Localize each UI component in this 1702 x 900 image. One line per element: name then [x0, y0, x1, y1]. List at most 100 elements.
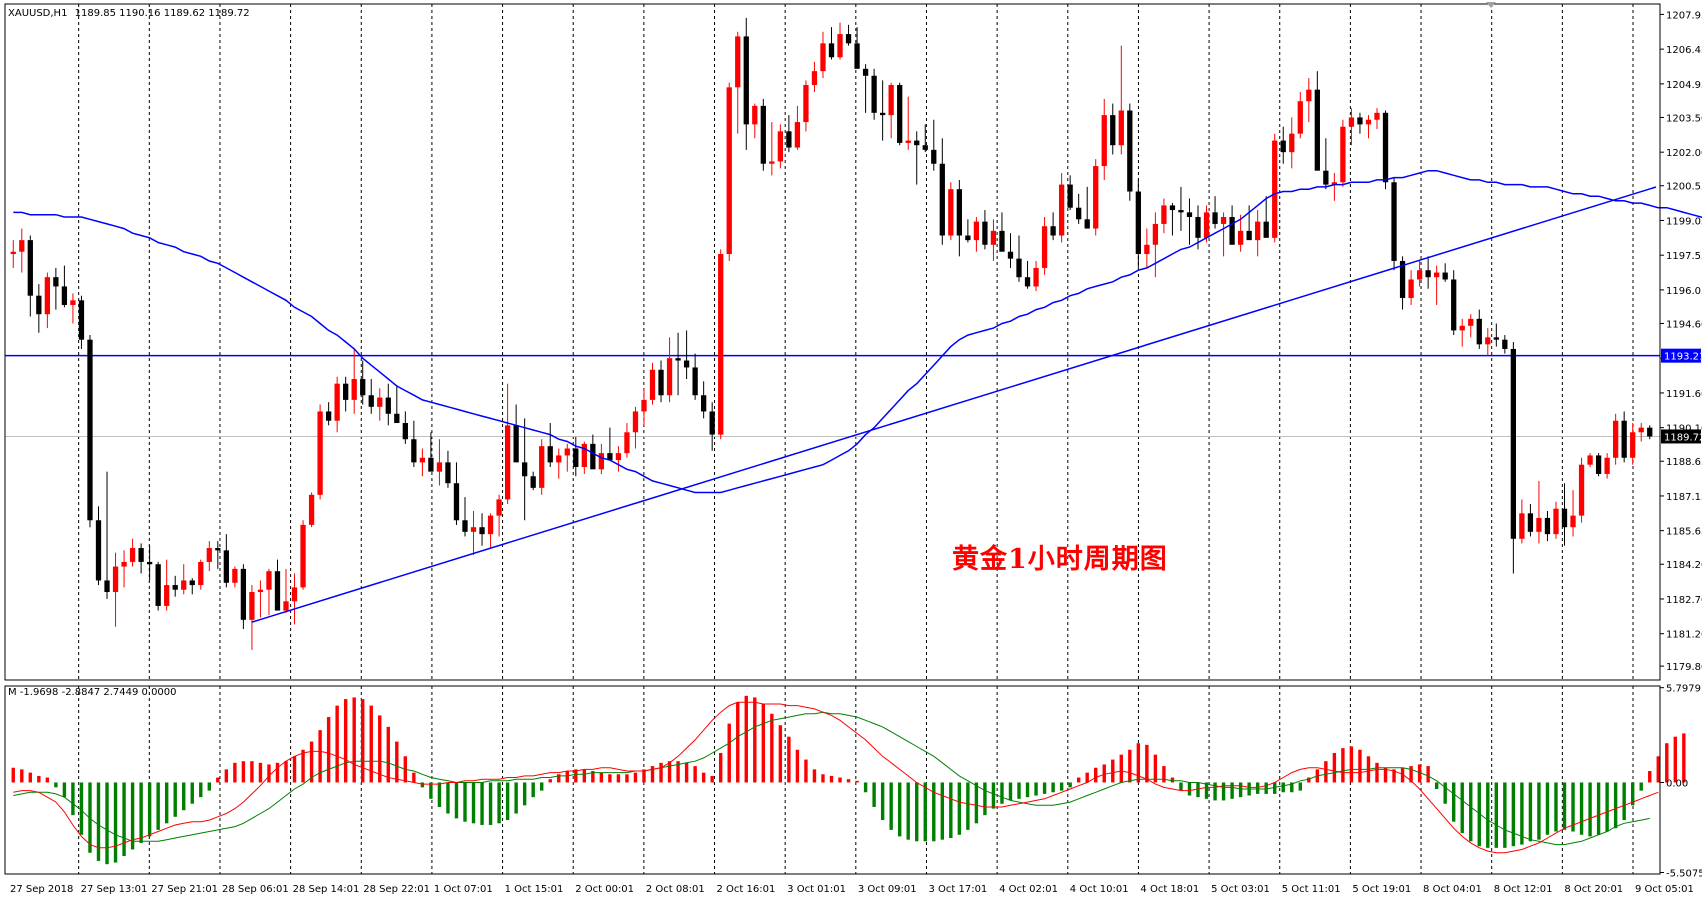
macd-histogram-bar	[1545, 782, 1550, 835]
macd-histogram-bar	[1273, 782, 1277, 794]
macd-histogram-bar	[1375, 762, 1379, 783]
macd-histogram-bar	[1128, 749, 1132, 783]
candle-body	[701, 395, 707, 412]
candle-body	[1365, 119, 1372, 125]
y-tick-label: 1188.65	[1666, 457, 1702, 468]
candle-body	[871, 75, 877, 113]
macd-histogram-bar	[233, 762, 237, 783]
candle-body	[743, 36, 749, 125]
macd-histogram-bar	[1443, 782, 1447, 804]
candle-body	[1263, 221, 1269, 238]
x-tick-label: 4 Oct 10:01	[1070, 884, 1129, 895]
macd-histogram-bar	[139, 782, 143, 843]
candle-body	[556, 455, 562, 463]
x-tick-label: 3 Oct 01:01	[787, 884, 846, 895]
macd-histogram-bar	[395, 741, 399, 783]
candle-body	[1314, 89, 1320, 171]
candle-body	[266, 571, 272, 590]
macd-histogram-bar	[1145, 744, 1149, 783]
macd-histogram-bar	[1298, 782, 1302, 791]
candle-body	[1289, 133, 1295, 153]
candle-body	[769, 161, 775, 164]
candle-body	[649, 369, 656, 400]
current-price-tag	[1661, 429, 1701, 444]
macd-histogram-bar	[164, 782, 169, 824]
candle-body	[487, 515, 494, 535]
candle-body	[1033, 267, 1039, 287]
candle-body	[27, 240, 33, 296]
candle-body	[445, 462, 451, 484]
candle-body	[1297, 101, 1303, 134]
macd-histogram-bar	[1042, 782, 1047, 794]
macd-histogram-bar	[437, 782, 442, 807]
macd-histogram-bar	[1503, 782, 1507, 848]
candle-body	[1084, 219, 1090, 229]
price-panel-frame	[4, 3, 1661, 681]
macd-histogram-bar	[1434, 782, 1439, 789]
candle-body	[36, 295, 42, 315]
macd-histogram-bar	[54, 782, 58, 788]
macd-histogram-bar	[1665, 743, 1669, 783]
macd-histogram-bar	[701, 772, 706, 783]
candle-body	[232, 568, 238, 583]
macd-histogram-bar	[591, 771, 595, 783]
macd-histogram-bar	[1537, 782, 1541, 840]
macd-histogram-bar	[684, 762, 689, 783]
macd-histogram-bar	[1409, 766, 1413, 783]
candle-body	[1144, 244, 1150, 255]
candle-body	[343, 383, 349, 400]
macd-header: M -1.9698 -2.8847 2.7449 0.0000	[8, 687, 177, 698]
candle-body	[1127, 110, 1133, 192]
price-panel[interactable]	[5, 17, 1702, 650]
candle-body	[948, 189, 954, 236]
y-tick-label: 1187.15	[1666, 492, 1702, 503]
macd-histogram-bar	[71, 782, 75, 816]
macd-histogram-bar	[1102, 764, 1106, 783]
candle-body	[360, 379, 366, 396]
macd-histogram-bar	[787, 736, 791, 783]
macd-histogram-bar	[1426, 766, 1430, 783]
candle-body	[982, 221, 988, 245]
macd-histogram-bar	[480, 782, 484, 825]
macd-histogram-bar	[1477, 782, 1481, 847]
macd-histogram-bar	[983, 782, 987, 816]
macd-histogram-bar	[1451, 782, 1456, 822]
macd-histogram-bar	[1170, 777, 1175, 783]
candle-body	[615, 453, 622, 461]
moving-average-line	[13, 169, 1702, 494]
candle-body	[718, 254, 724, 435]
candle-body	[1570, 515, 1576, 528]
candle-body	[683, 360, 690, 368]
macd-histogram-bar	[932, 782, 936, 842]
candle-body	[1212, 212, 1218, 224]
candle-body	[939, 163, 945, 236]
chart-shift-marker-icon[interactable]	[1486, 2, 1496, 8]
macd-histogram-bar	[1349, 746, 1354, 783]
macd-histogram-bar	[378, 715, 382, 783]
y-tick-label: 1197.55	[1666, 251, 1702, 262]
macd-histogram-bar	[1417, 764, 1422, 783]
macd-histogram-bar	[335, 705, 339, 783]
macd-histogram-bar	[130, 782, 135, 850]
macd-histogram-bar	[1554, 782, 1558, 832]
macd-histogram-bar	[369, 705, 373, 783]
macd-histogram-bar	[1162, 766, 1166, 783]
macd-histogram-bar	[309, 741, 314, 783]
macd-histogram-bar	[1486, 782, 1490, 848]
candle-body	[1527, 513, 1534, 532]
candle-body	[1647, 427, 1653, 437]
macd-histogram-bar	[897, 782, 902, 837]
candle-body	[1016, 258, 1022, 278]
y-tick-label: 1200.55	[1666, 182, 1702, 193]
macd-histogram-bar	[974, 782, 979, 824]
macd-histogram-bar	[45, 777, 50, 783]
macd-histogram-bar	[1008, 782, 1013, 801]
candle-body	[104, 580, 110, 593]
macd-panel[interactable]	[11, 695, 1686, 865]
macd-histogram-bar	[190, 782, 194, 804]
macd-histogram-bar	[1682, 733, 1686, 783]
macd-histogram-bar	[966, 782, 970, 830]
candle-body	[1220, 216, 1227, 224]
macd-histogram-bar	[633, 772, 638, 783]
